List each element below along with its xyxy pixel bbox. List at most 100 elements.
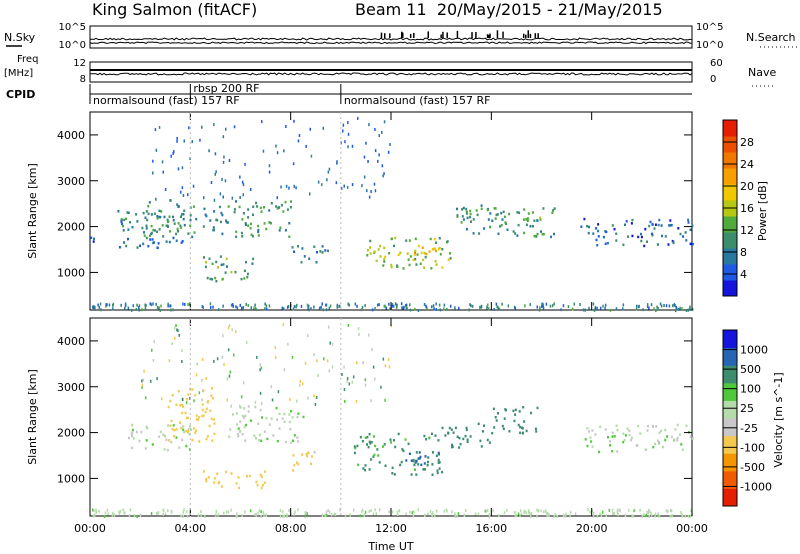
data-pixel bbox=[187, 232, 190, 235]
data-pixel bbox=[592, 514, 595, 518]
data-pixel bbox=[228, 435, 231, 438]
data-pixel bbox=[638, 304, 640, 308]
data-pixel bbox=[276, 439, 279, 443]
data-pixel bbox=[465, 428, 468, 432]
data-pixel bbox=[494, 217, 497, 220]
data-pixel bbox=[657, 307, 659, 311]
data-pixel bbox=[433, 307, 435, 311]
data-pixel bbox=[439, 308, 442, 312]
data-pixel bbox=[173, 326, 176, 330]
data-pixel bbox=[158, 125, 161, 129]
data-pixel bbox=[225, 510, 228, 514]
data-pixel bbox=[341, 373, 343, 376]
data-pixel bbox=[639, 432, 642, 435]
data-pixel bbox=[390, 441, 393, 444]
data-pixel bbox=[424, 468, 427, 471]
data-pixel bbox=[198, 440, 201, 443]
data-pixel bbox=[136, 303, 138, 307]
data-pixel bbox=[530, 512, 533, 516]
data-pixel bbox=[247, 410, 250, 413]
data-pixel bbox=[186, 398, 188, 401]
data-pixel bbox=[424, 255, 427, 259]
data-pixel bbox=[131, 226, 134, 229]
data-pixel bbox=[207, 400, 210, 403]
data-pixel bbox=[257, 234, 260, 237]
data-pixel bbox=[478, 232, 481, 235]
data-pixel bbox=[384, 464, 387, 467]
data-pixel bbox=[368, 432, 371, 436]
data-pixel bbox=[617, 513, 619, 517]
data-pixel bbox=[173, 428, 176, 432]
data-pixel bbox=[411, 511, 413, 515]
data-pixel bbox=[640, 232, 642, 236]
data-pixel bbox=[423, 462, 426, 465]
data-pixel bbox=[293, 119, 295, 123]
colorbar-swatch bbox=[723, 488, 737, 507]
data-pixel bbox=[90, 236, 93, 239]
x-tick-label: 12:00 bbox=[375, 522, 407, 535]
data-pixel bbox=[192, 184, 195, 188]
data-pixel bbox=[678, 433, 681, 436]
data-pixel bbox=[356, 304, 358, 308]
data-pixel bbox=[167, 302, 169, 306]
data-pixel bbox=[654, 512, 657, 516]
data-pixel bbox=[347, 145, 349, 149]
data-pixel bbox=[202, 470, 205, 473]
data-pixel bbox=[130, 432, 133, 436]
data-pixel bbox=[542, 233, 545, 236]
data-pixel bbox=[354, 446, 357, 450]
data-pixel bbox=[259, 363, 262, 367]
data-pixel bbox=[141, 383, 144, 387]
data-pixel bbox=[123, 511, 125, 515]
data-pixel bbox=[443, 303, 446, 307]
data-pixel bbox=[183, 209, 186, 212]
data-pixel bbox=[288, 413, 291, 416]
data-pixel bbox=[260, 210, 263, 213]
data-pixel bbox=[420, 463, 423, 467]
data-pixel bbox=[646, 305, 649, 308]
data-pixel bbox=[550, 235, 552, 239]
data-pixel bbox=[91, 508, 94, 512]
data-pixel bbox=[597, 235, 600, 238]
data-pixel bbox=[416, 253, 419, 256]
data-pixel bbox=[289, 397, 291, 401]
data-pixel bbox=[435, 263, 438, 266]
data-pixel bbox=[592, 302, 595, 306]
data-pixel bbox=[596, 244, 599, 247]
data-pixel bbox=[321, 513, 324, 517]
data-pixel bbox=[378, 461, 381, 464]
data-pixel bbox=[181, 438, 184, 442]
data-pixel bbox=[364, 383, 367, 387]
data-pixel bbox=[691, 224, 694, 228]
data-pixel bbox=[131, 446, 134, 450]
data-pixel bbox=[235, 200, 237, 203]
data-pixel bbox=[179, 421, 182, 424]
data-pixel bbox=[133, 514, 136, 518]
data-pixel bbox=[493, 426, 496, 429]
data-pixel bbox=[283, 514, 286, 518]
data-pixel bbox=[371, 308, 374, 312]
data-pixel bbox=[149, 302, 151, 306]
data-pixel bbox=[438, 467, 441, 470]
data-pixel bbox=[241, 514, 243, 517]
data-pixel bbox=[293, 464, 296, 467]
data-pixel bbox=[504, 408, 507, 411]
data-pixel bbox=[197, 418, 200, 421]
data-pixel bbox=[329, 304, 332, 308]
data-pixel bbox=[334, 513, 337, 516]
data-pixel bbox=[169, 230, 172, 233]
data-pixel bbox=[495, 302, 498, 306]
data-pixel bbox=[513, 419, 516, 423]
data-pixel bbox=[383, 258, 386, 261]
data-pixel bbox=[130, 308, 133, 312]
data-pixel bbox=[344, 514, 347, 518]
data-pixel bbox=[327, 325, 330, 329]
data-pixel bbox=[221, 277, 224, 281]
data-pixel bbox=[540, 509, 542, 513]
data-pixel bbox=[244, 510, 246, 514]
nave-tick-top: 60 bbox=[710, 58, 723, 69]
colorbar-tick-label: -100 bbox=[740, 441, 765, 454]
data-pixel bbox=[516, 234, 519, 237]
data-pixel bbox=[239, 196, 241, 199]
